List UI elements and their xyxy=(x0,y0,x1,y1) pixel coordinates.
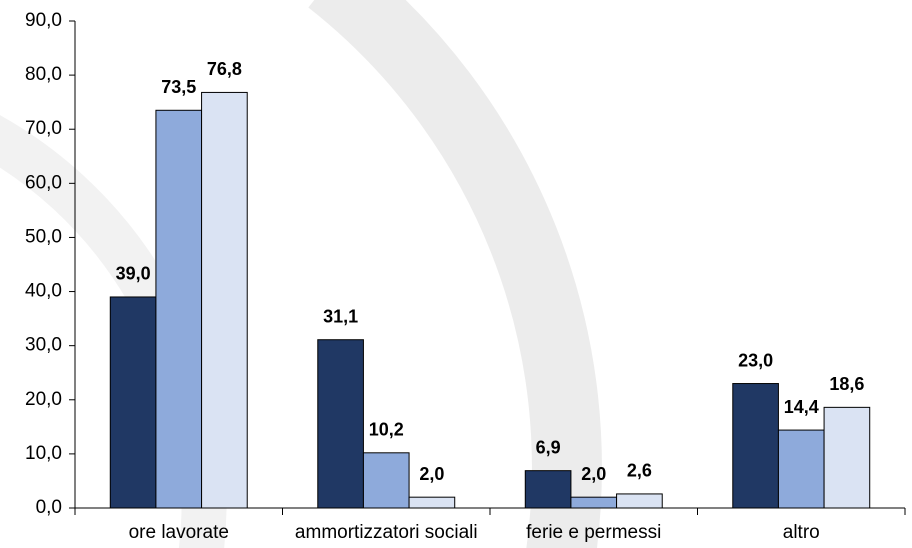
bar xyxy=(201,91,248,509)
bar xyxy=(362,452,410,509)
value-label: 31,1 xyxy=(323,306,358,326)
y-tick-label: 30,0 xyxy=(25,335,62,356)
value-label: 39,0 xyxy=(116,264,151,284)
bar xyxy=(524,470,572,509)
value-label: 18,6 xyxy=(829,374,864,394)
bar xyxy=(823,406,871,509)
bar xyxy=(777,429,825,509)
bar xyxy=(317,339,364,509)
x-tick-label: ammortizzatori sociali xyxy=(295,522,478,543)
y-tick-label: 50,0 xyxy=(25,226,62,247)
value-label: 2,6 xyxy=(627,461,652,481)
y-tick-label: 90,0 xyxy=(25,10,62,31)
y-tick-label: 80,0 xyxy=(25,64,62,85)
bar xyxy=(732,383,779,509)
value-label: 76,8 xyxy=(207,59,242,79)
value-label: 2,0 xyxy=(419,464,444,484)
value-label: 6,9 xyxy=(536,437,561,457)
bar xyxy=(155,109,203,509)
x-tick-label: ore lavorate xyxy=(129,522,229,543)
value-label: 14,4 xyxy=(784,397,819,417)
value-label: 23,0 xyxy=(738,350,773,370)
bar xyxy=(408,496,456,509)
value-label: 73,5 xyxy=(161,77,196,97)
y-tick-label: 0,0 xyxy=(36,497,62,518)
y-tick-label: 40,0 xyxy=(25,281,62,302)
y-tick-label: 10,0 xyxy=(25,443,62,464)
y-tick-label: 70,0 xyxy=(25,118,62,139)
y-tick-label: 20,0 xyxy=(25,389,62,410)
y-tick-label: 60,0 xyxy=(25,172,62,193)
bar xyxy=(570,496,618,509)
watermark xyxy=(308,0,602,548)
x-tick-label: altro xyxy=(783,522,820,543)
value-label: 2,0 xyxy=(581,464,606,484)
bar xyxy=(616,493,663,509)
value-label: 10,2 xyxy=(369,420,404,440)
x-tick-label: ferie e permessi xyxy=(526,522,661,543)
bar xyxy=(109,296,157,509)
